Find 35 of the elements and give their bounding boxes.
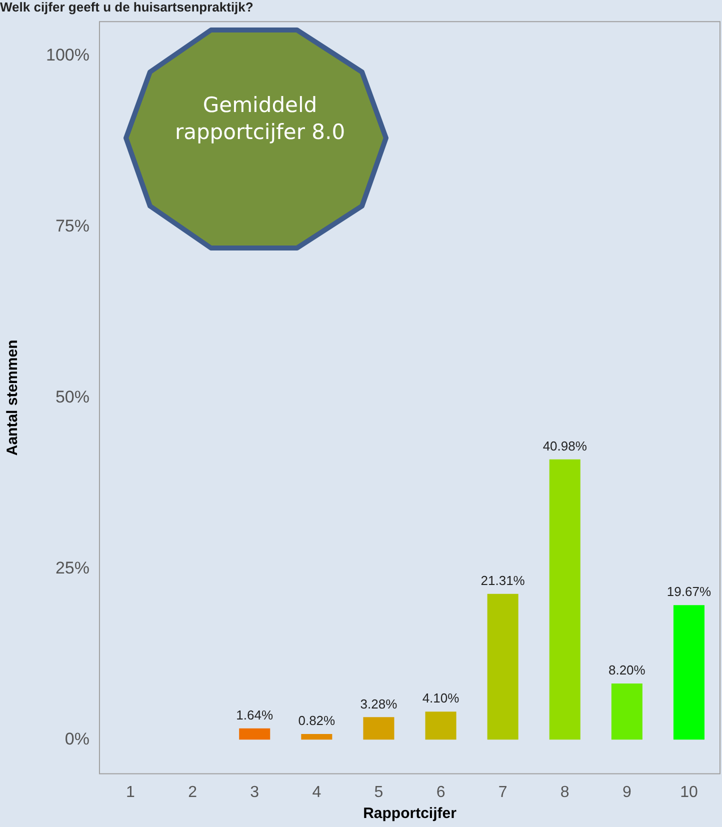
data-label: 4.10% xyxy=(422,690,460,706)
x-tick-label: 7 xyxy=(498,784,508,801)
data-label: 3.28% xyxy=(360,696,398,712)
x-tick-label: 1 xyxy=(126,784,136,801)
y-tick-label: 75% xyxy=(55,216,90,236)
bar xyxy=(239,728,270,740)
bar xyxy=(363,717,394,740)
data-label: 1.64% xyxy=(236,707,274,722)
x-tick-label: 9 xyxy=(622,784,632,801)
y-axis-title: Aantal stemmen xyxy=(4,340,22,456)
y-tick-label: 0% xyxy=(64,729,90,748)
bar xyxy=(673,605,704,740)
data-label: 19.67% xyxy=(666,584,712,600)
data-label: 40.98% xyxy=(542,438,588,454)
data-label: 21.31% xyxy=(480,572,526,588)
bar xyxy=(301,734,332,740)
y-tick-label: 50% xyxy=(55,387,90,406)
y-tick-label: 100% xyxy=(46,45,90,64)
x-tick-label: 6 xyxy=(436,784,446,801)
x-tick-label: 10 xyxy=(680,784,698,801)
x-tick-label: 2 xyxy=(188,784,198,801)
bar xyxy=(549,459,580,740)
bar xyxy=(611,684,642,740)
data-label: 0.82% xyxy=(298,713,336,728)
annotation: Gemiddeld rapportcijfer 8.0 xyxy=(174,92,346,146)
x-axis-title: Rapportcijfer xyxy=(363,805,457,822)
y-tick-label: 25% xyxy=(55,558,90,578)
x-tick-label: 4 xyxy=(312,784,322,801)
x-tick-label: 5 xyxy=(374,784,384,801)
x-tick-label: 3 xyxy=(250,784,260,801)
data-label: 8.20% xyxy=(608,662,646,678)
bar xyxy=(425,712,456,740)
bar xyxy=(487,594,518,740)
x-tick-label: 8 xyxy=(560,784,570,801)
chart-title: Welk cijfer geeft u de huisartsenpraktijk? xyxy=(0,0,254,14)
